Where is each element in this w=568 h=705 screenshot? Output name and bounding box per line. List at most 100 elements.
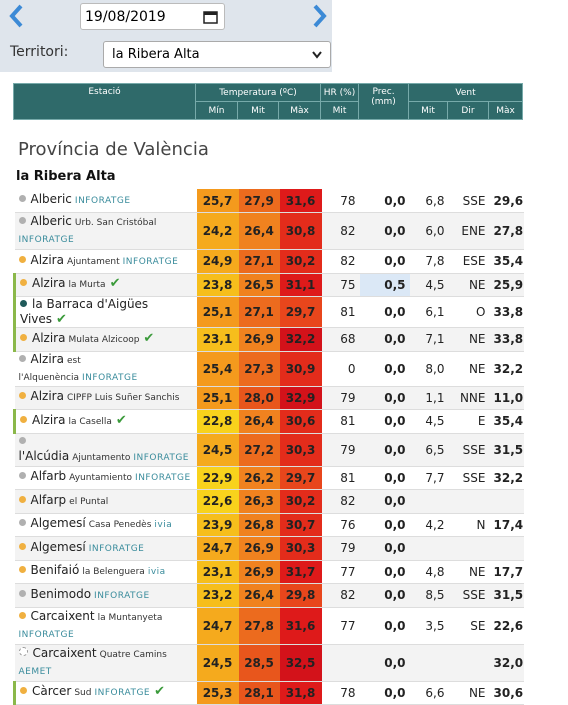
hr: 81 — [321, 466, 360, 490]
station-row: la Barraca d'Aigües Vives ✔ 25,1 27,1 29,7 81… — [13, 296, 524, 328]
wind-max: 11,0 — [489, 386, 524, 410]
col-header: Mín — [195, 101, 238, 120]
station-cell: Benifaió la Belenguera ivia — [14, 560, 197, 584]
network: INFORATGE — [88, 543, 145, 554]
temp-min: 23,1 — [196, 560, 239, 584]
status-dot — [20, 415, 27, 423]
station-cell: Alzira est l'Alquenència INFORATGE — [14, 351, 197, 387]
hr: 77 — [321, 560, 360, 584]
temp-min: 22,6 — [196, 489, 239, 514]
check-icon: ✔ — [154, 684, 166, 700]
temp-mean: 26,9 — [238, 327, 280, 352]
hr: 81 — [321, 296, 360, 328]
status-dot — [18, 195, 26, 202]
station-place: Sud — [74, 688, 92, 699]
wind-dir: NE — [448, 273, 490, 297]
col-header: Dir — [447, 101, 489, 120]
col-header: Mit — [408, 101, 448, 120]
station-name: Alzira — [30, 351, 64, 366]
station-name: Algemesí — [30, 516, 86, 531]
station-name: la Barraca d'Aigües Vives — [20, 297, 149, 326]
prec: 0,0 — [359, 466, 410, 490]
next-day[interactable] — [312, 4, 328, 28]
wind-mean: 4,2 — [409, 513, 449, 537]
temp-min: 25,4 — [196, 351, 239, 387]
hr: 68 — [321, 327, 360, 352]
station-place: la Murta — [68, 280, 106, 291]
station-place: Urb. San Cristóbal — [74, 218, 157, 228]
hr: 82 — [321, 212, 360, 250]
station-place: Casa Penedès — [88, 520, 152, 531]
wind-dir: SSE — [448, 433, 490, 467]
dropdown-arrow — [312, 51, 322, 59]
temp-max: 32,5 — [279, 644, 322, 682]
station-row: Carcaixent Quatre Camins AEMET 24,5 28,5 32,5… — [14, 644, 524, 682]
wind-dir: SSE — [448, 189, 490, 213]
network: INFORATGE — [18, 235, 75, 245]
wind-mean: 8,5 — [409, 583, 449, 608]
temp-max: 31,8 — [279, 681, 322, 705]
wind-mean — [409, 489, 449, 514]
wind-max — [489, 489, 524, 514]
temp-max: 32,9 — [279, 386, 322, 410]
wind-max: 31,5 — [489, 433, 524, 467]
wind-mean: 6,0 — [409, 212, 449, 250]
wind-dir — [448, 489, 490, 514]
station-row: Alfarb Ayuntamiento INFORATGE 22,9 26,2 29,7 8… — [14, 466, 524, 490]
wind-mean: 6,1 — [409, 296, 449, 328]
station-name: Alzira — [32, 276, 66, 291]
station-cell: Alzira Ajuntament INFORATGE — [14, 249, 197, 274]
station-name: Alzira — [32, 412, 66, 427]
station-name: Alzira — [30, 252, 64, 267]
temp-mean: 26,4 — [238, 409, 280, 434]
station-row: Alberic Urb. San Cristóbal INFORATGE 24,2 26… — [14, 212, 524, 250]
date-input[interactable]: 19/08/2019 — [80, 3, 225, 30]
status-dot — [18, 217, 26, 224]
temp-max: 32,2 — [279, 327, 322, 352]
wind-max: 17,7 — [489, 560, 524, 584]
station-place: Ayuntamiento — [69, 473, 133, 484]
wind-dir — [448, 644, 490, 682]
station-row: Algemesí INFORATGE 24,7 26,9 30,3 79 0,0 — [14, 536, 524, 561]
prec: 0,0 — [359, 583, 410, 608]
station-place: est l'Alquenència — [18, 355, 81, 383]
station-cell: Alzira la Casella ✔ — [13, 409, 197, 434]
col-header: Mit — [320, 101, 359, 120]
status-dot — [18, 519, 26, 527]
station-place: el Puntal — [69, 496, 109, 507]
network: ivia — [147, 567, 166, 578]
status-dot — [18, 611, 26, 619]
temp-max: 30,3 — [279, 433, 322, 467]
station-cell: Alfarb Ayuntamiento INFORATGE — [14, 466, 197, 490]
temp-max: 30,6 — [279, 409, 322, 434]
territory-select[interactable]: la Ribera Alta — [103, 41, 331, 68]
wind-dir: O — [448, 296, 490, 328]
wind-max: 33,8 — [489, 327, 524, 352]
status-dot — [20, 687, 27, 695]
prec: 0,0 — [359, 607, 410, 645]
station-cell: Càrcer Sud INFORATGE ✔ — [13, 681, 197, 705]
station-name: Alfarp — [30, 492, 67, 507]
wind-dir: N — [448, 513, 490, 537]
prec: 0,0 — [359, 513, 410, 537]
station-cell: Alzira CIPFP Luis Suñer Sanchis — [14, 386, 197, 410]
wind-max: 32,2 — [489, 351, 524, 387]
check-icon: ✔ — [143, 330, 155, 346]
station-name: Alfarb — [30, 469, 67, 484]
station-place: la Belenguera — [82, 567, 145, 578]
check-icon: ✔ — [115, 412, 127, 428]
station-cell: Alzira Mulata Alzicoop ✔ — [13, 327, 197, 352]
temp-max: 30,3 — [279, 536, 322, 561]
wind-max — [489, 536, 524, 561]
station-row: Alzira Mulata Alzicoop ✔ 23,1 26,9 32,2 68 0,0 7… — [13, 327, 524, 352]
prec: 0,0 — [359, 560, 410, 584]
temp-min: 22,9 — [196, 466, 239, 490]
calendar-icon — [203, 11, 218, 24]
station-row: Alfarp el Puntal 22,6 26,3 30,2 82 0,0 — [14, 489, 524, 514]
prev-day[interactable] — [8, 4, 24, 28]
network: ivia — [154, 520, 173, 531]
hr: 76 — [321, 513, 360, 537]
check-icon: ✔ — [109, 276, 121, 292]
temp-mean: 27,8 — [238, 607, 280, 645]
station-cell: Algemesí Casa Penedès ivia — [14, 513, 197, 537]
